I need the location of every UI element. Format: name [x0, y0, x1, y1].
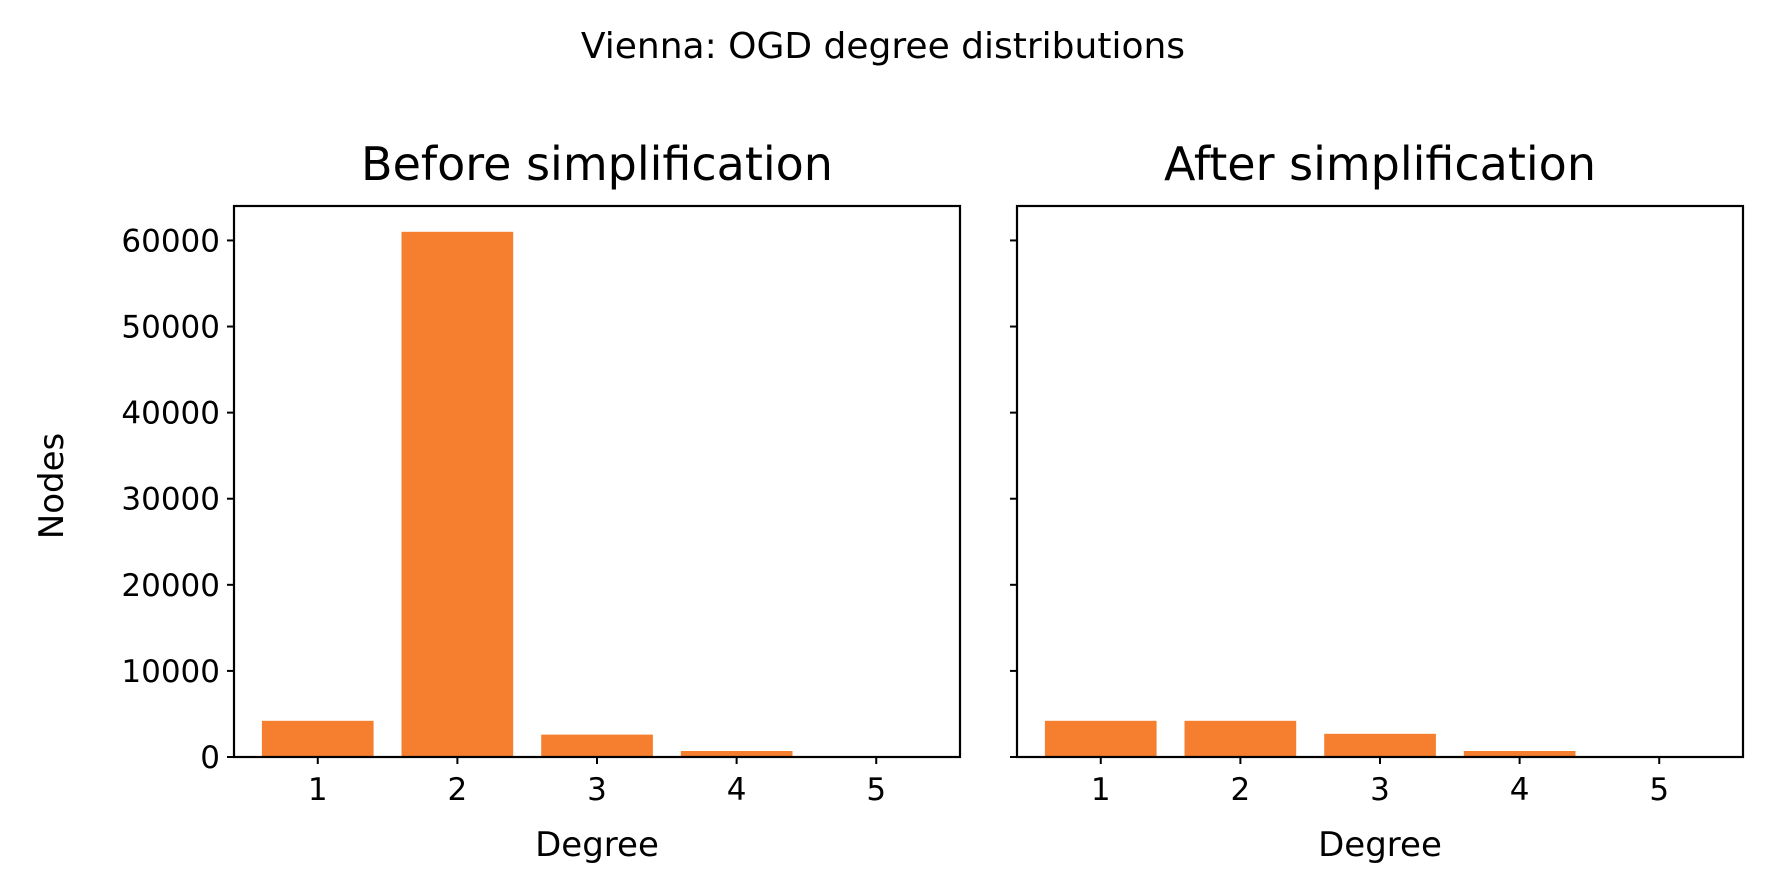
y-tick-label: 60000 [121, 223, 220, 259]
bar-series-before [261, 231, 933, 758]
x-tick-label: 5 [866, 772, 886, 808]
y-axis-label: Nodes [32, 433, 72, 539]
x-tick-label: 4 [1510, 772, 1530, 808]
x-tick-label: 4 [727, 772, 747, 808]
y-tick-label: 40000 [121, 396, 220, 432]
bar-after-degree-2 [1184, 720, 1297, 757]
x-axis-after: 1 2 3 4 5 [1091, 757, 1669, 808]
figure-title: Vienna: OGD degree distributions [581, 26, 1185, 67]
subplot-title-after: After simplification [1164, 137, 1596, 191]
x-tick-label: 1 [1091, 772, 1111, 808]
x-tick-label: 3 [587, 772, 607, 808]
bar-after-degree-4 [1463, 751, 1576, 757]
y-tick-label: 0 [200, 740, 220, 776]
bar-after-degree-3 [1324, 733, 1436, 757]
subplot-after: After simplification 1 2 3 4 5 Degree [1010, 137, 1745, 865]
x-tick-label: 2 [1231, 772, 1251, 808]
x-tick-label: 2 [448, 772, 468, 808]
bar-before-degree-1 [261, 720, 374, 757]
bar-series-after [1044, 720, 1716, 757]
x-tick-label: 5 [1649, 772, 1669, 808]
bar-before-degree-3 [541, 734, 653, 757]
y-tick-label: 50000 [121, 310, 220, 346]
subplot-title-before: Before simplification [361, 137, 833, 191]
y-axis-after [1010, 239, 1017, 758]
y-tick-label: 30000 [121, 482, 220, 518]
bar-before-degree-2 [401, 231, 514, 758]
bar-after-degree-1 [1044, 720, 1157, 757]
plot-frame-after [1015, 204, 1745, 759]
bar-before-degree-4 [680, 751, 793, 757]
x-axis-label-before: Degree [535, 825, 659, 865]
x-tick-label: 3 [1370, 772, 1390, 808]
x-axis-before: 1 2 3 4 5 [308, 757, 886, 808]
x-axis-label-after: Degree [1318, 825, 1442, 865]
x-tick-label: 1 [308, 772, 328, 808]
y-tick-label: 20000 [121, 568, 220, 604]
subplot-before: Before simplification 1 2 3 4 5 0 10000 20000 3… [32, 137, 962, 865]
y-axis-before: 0 10000 20000 30000 40000 50000 60000 [121, 223, 234, 776]
y-tick-label: 10000 [121, 654, 220, 690]
plot-frame-before [232, 204, 962, 759]
